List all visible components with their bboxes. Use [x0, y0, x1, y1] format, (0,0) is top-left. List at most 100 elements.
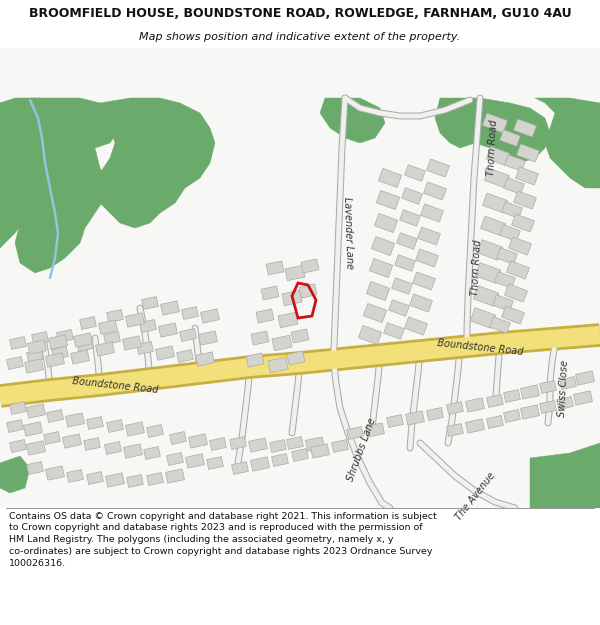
Polygon shape [272, 335, 292, 351]
Polygon shape [530, 443, 600, 508]
Polygon shape [251, 457, 269, 471]
Polygon shape [107, 419, 124, 432]
Polygon shape [500, 130, 520, 146]
Polygon shape [505, 284, 527, 302]
Polygon shape [494, 272, 515, 288]
Polygon shape [46, 353, 64, 367]
Polygon shape [383, 322, 404, 339]
Polygon shape [539, 401, 556, 414]
Text: Map shows position and indicative extent of the property.: Map shows position and indicative extent… [139, 32, 461, 43]
Polygon shape [266, 261, 284, 275]
Polygon shape [199, 331, 217, 345]
Polygon shape [506, 261, 529, 279]
Text: Boundstone Road: Boundstone Road [71, 376, 158, 396]
Polygon shape [392, 278, 412, 294]
Polygon shape [161, 301, 179, 315]
Polygon shape [502, 306, 524, 324]
Polygon shape [497, 248, 517, 264]
Polygon shape [26, 349, 43, 362]
Polygon shape [301, 259, 319, 273]
Polygon shape [482, 113, 508, 133]
Polygon shape [77, 339, 94, 351]
Polygon shape [28, 340, 46, 354]
Polygon shape [374, 214, 398, 232]
Text: Contains OS data © Crown copyright and database right 2021. This information is : Contains OS data © Crown copyright and d… [9, 511, 437, 568]
Polygon shape [466, 398, 484, 412]
Polygon shape [500, 225, 520, 241]
Text: Shrubbs Lane: Shrubbs Lane [346, 417, 378, 483]
Polygon shape [125, 422, 145, 436]
Polygon shape [95, 342, 115, 356]
Text: Thorn Road: Thorn Road [470, 239, 482, 296]
Polygon shape [62, 434, 82, 448]
Polygon shape [574, 391, 592, 405]
Polygon shape [410, 294, 433, 312]
Text: Boundstone Road: Boundstone Road [436, 339, 524, 357]
Polygon shape [515, 167, 538, 185]
Polygon shape [401, 188, 422, 204]
Polygon shape [502, 202, 523, 218]
Polygon shape [256, 309, 274, 323]
Polygon shape [475, 262, 501, 283]
Text: Thorn Road: Thorn Road [485, 119, 499, 176]
Polygon shape [285, 265, 305, 281]
Polygon shape [196, 352, 214, 366]
Polygon shape [424, 182, 446, 200]
Polygon shape [364, 304, 386, 322]
Polygon shape [269, 439, 286, 452]
Polygon shape [470, 308, 496, 328]
Polygon shape [10, 336, 26, 349]
Polygon shape [200, 309, 220, 323]
Polygon shape [142, 296, 158, 309]
Polygon shape [0, 98, 50, 248]
Polygon shape [482, 193, 508, 213]
Polygon shape [23, 422, 43, 436]
Polygon shape [421, 204, 443, 222]
Polygon shape [291, 329, 309, 343]
Polygon shape [386, 414, 403, 428]
Polygon shape [404, 165, 425, 181]
Polygon shape [473, 286, 499, 306]
Polygon shape [282, 290, 302, 306]
Polygon shape [446, 401, 463, 414]
Polygon shape [143, 446, 160, 459]
Text: BROOMFIELD HOUSE, BOUNDSTONE ROAD, ROWLEDGE, FARNHAM, GU10 4AU: BROOMFIELD HOUSE, BOUNDSTONE ROAD, ROWLE… [29, 7, 571, 20]
Polygon shape [167, 452, 184, 466]
Polygon shape [122, 336, 142, 350]
Polygon shape [44, 431, 61, 444]
Polygon shape [206, 456, 223, 469]
Polygon shape [400, 210, 421, 226]
Polygon shape [521, 405, 539, 419]
Polygon shape [418, 227, 440, 245]
Polygon shape [539, 381, 556, 394]
Polygon shape [332, 439, 349, 452]
Polygon shape [7, 356, 23, 369]
Polygon shape [176, 349, 193, 362]
Polygon shape [490, 317, 511, 333]
Polygon shape [487, 394, 503, 408]
Polygon shape [107, 309, 124, 322]
Polygon shape [140, 319, 157, 332]
Polygon shape [397, 232, 418, 249]
Polygon shape [376, 191, 400, 209]
Polygon shape [435, 98, 550, 163]
Polygon shape [503, 177, 524, 194]
Polygon shape [427, 408, 443, 421]
Polygon shape [416, 249, 439, 267]
Polygon shape [503, 409, 520, 422]
Polygon shape [166, 469, 184, 483]
Polygon shape [379, 169, 401, 187]
Polygon shape [370, 259, 392, 278]
Polygon shape [503, 389, 520, 402]
Polygon shape [95, 98, 215, 228]
Polygon shape [80, 316, 97, 329]
Polygon shape [71, 350, 89, 364]
Polygon shape [248, 438, 268, 452]
Polygon shape [575, 371, 595, 385]
Polygon shape [287, 436, 304, 449]
Polygon shape [517, 144, 539, 162]
Polygon shape [395, 255, 415, 271]
Polygon shape [365, 423, 385, 437]
Polygon shape [272, 454, 289, 466]
Polygon shape [209, 438, 226, 451]
